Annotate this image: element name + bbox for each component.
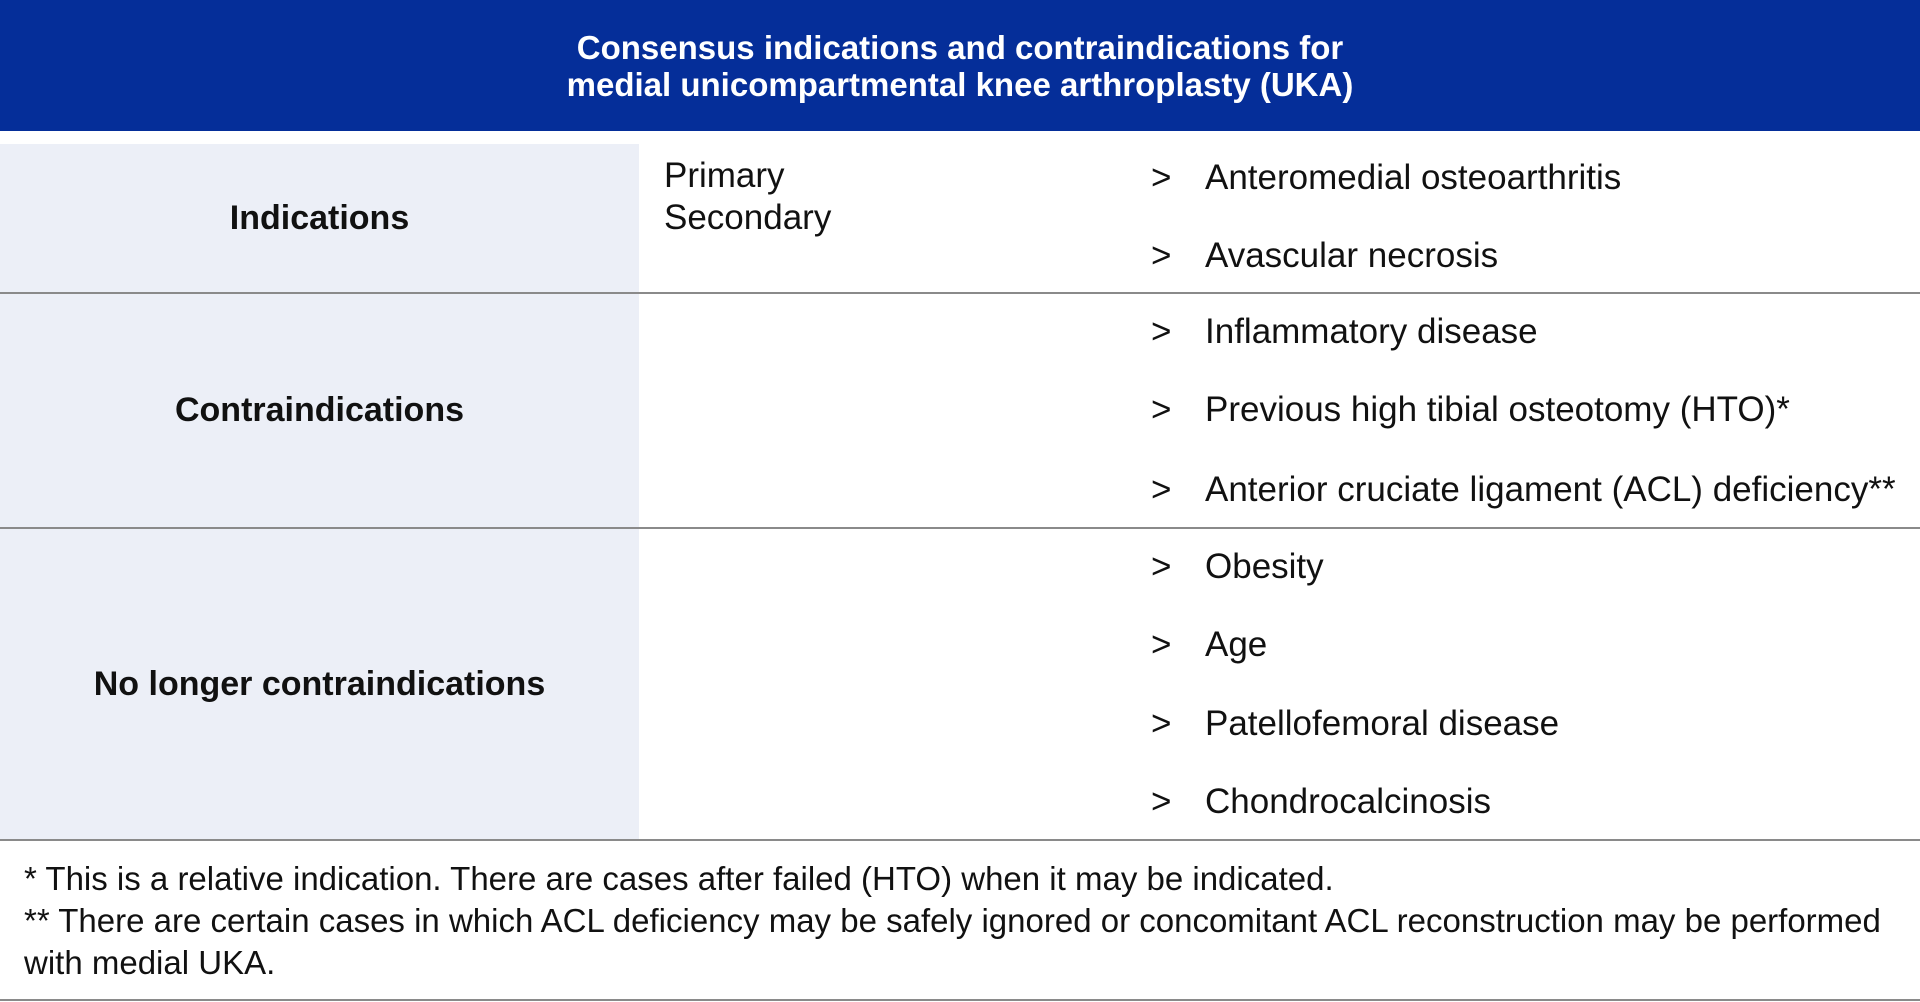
list-item: > Previous high tibial osteotomy (HTO)* bbox=[1151, 389, 1790, 431]
title-line-2: medial unicompartmental knee arthroplast… bbox=[566, 65, 1354, 103]
title-line-1: Consensus indications and contraindicati… bbox=[576, 28, 1344, 66]
indication-primary: Primary bbox=[664, 156, 785, 195]
list-item-text: Obesity bbox=[1205, 547, 1324, 586]
chevron-right-icon: > bbox=[1151, 470, 1172, 509]
list-item-text: Patellofemoral disease bbox=[1205, 704, 1560, 743]
footnotes: * This is a relative indication. There a… bbox=[24, 858, 1904, 984]
chevron-right-icon: > bbox=[1151, 158, 1172, 197]
chevron-right-icon: > bbox=[1151, 547, 1172, 586]
row-divider bbox=[0, 527, 1920, 529]
list-item: > Anterior cruciate ligament (ACL) defici… bbox=[1151, 469, 1896, 511]
list-item: > Patellofemoral disease bbox=[1151, 703, 1559, 745]
chevron-right-icon: > bbox=[1151, 704, 1172, 743]
table-title: Consensus indications and contraindicati… bbox=[0, 0, 1920, 131]
list-item: > Avascular necrosis bbox=[1151, 235, 1498, 277]
list-item-text: Chondrocalcinosis bbox=[1205, 782, 1491, 821]
list-item: > Obesity bbox=[1151, 546, 1324, 588]
list-item-text: Age bbox=[1205, 625, 1268, 664]
row-label-indications: Indications bbox=[0, 144, 639, 292]
chevron-right-icon: > bbox=[1151, 236, 1172, 275]
row-divider bbox=[0, 292, 1920, 294]
list-item-text: Anterior cruciate ligament (ACL) deficie… bbox=[1205, 470, 1896, 509]
chevron-right-icon: > bbox=[1151, 312, 1172, 351]
row-divider bbox=[0, 839, 1920, 841]
list-item: > Inflammatory disease bbox=[1151, 311, 1538, 353]
chevron-right-icon: > bbox=[1151, 782, 1172, 821]
indication-types: Primary Secondary bbox=[664, 155, 831, 239]
chevron-right-icon: > bbox=[1151, 390, 1172, 429]
row-label-contraindications: Contraindications bbox=[0, 294, 639, 527]
row-label-no-longer-contraindications: No longer contraindications bbox=[0, 529, 639, 839]
list-item-text: Previous high tibial osteotomy (HTO)* bbox=[1205, 390, 1790, 429]
list-item: > Chondrocalcinosis bbox=[1151, 781, 1491, 823]
indication-secondary: Secondary bbox=[664, 198, 832, 237]
footnote-2: ** There are certain cases in which ACL … bbox=[24, 902, 1881, 981]
list-item-text: Avascular necrosis bbox=[1205, 236, 1499, 275]
footnote-1: * This is a relative indication. There a… bbox=[24, 860, 1334, 897]
list-item: > Age bbox=[1151, 624, 1267, 666]
list-item-text: Anteromedial osteoarthritis bbox=[1205, 158, 1622, 197]
list-item: > Anteromedial osteoarthritis bbox=[1151, 157, 1621, 199]
chevron-right-icon: > bbox=[1151, 625, 1172, 664]
list-item-text: Inflammatory disease bbox=[1205, 312, 1538, 351]
bottom-divider bbox=[0, 999, 1920, 1001]
